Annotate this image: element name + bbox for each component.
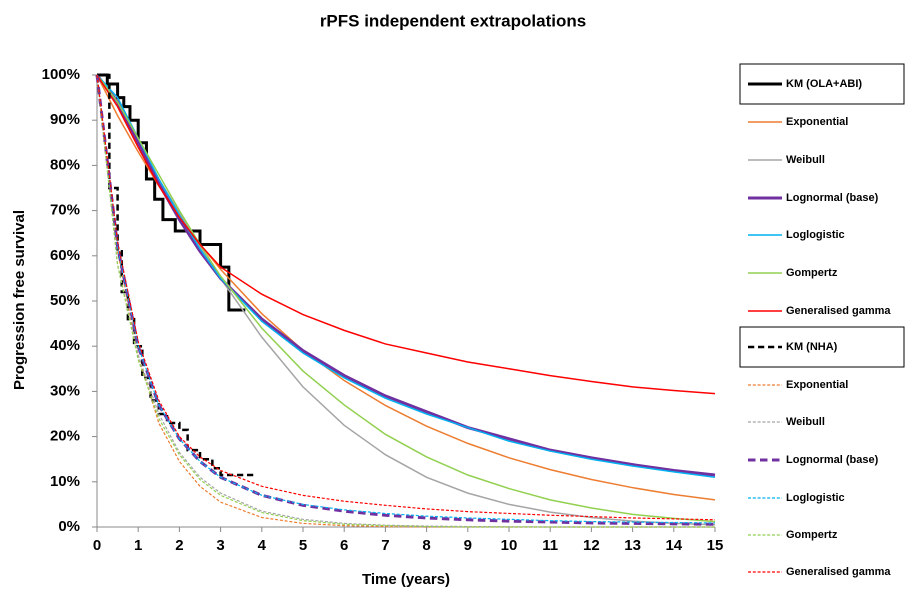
legend-box (739, 63, 905, 105)
x-tick-label: 3 (216, 537, 224, 554)
series-line (95, 74, 716, 526)
series-line (96, 74, 715, 528)
legend-label: Exponential (786, 116, 848, 128)
series-line (96, 74, 716, 521)
series-line (96, 74, 716, 479)
series-line (96, 74, 716, 526)
series-line (96, 74, 716, 523)
series-line (96, 74, 716, 395)
y-tick-label: 60% (50, 247, 80, 264)
y-tick-label: 30% (50, 382, 80, 399)
x-tick-label: 11 (542, 537, 558, 554)
legend-label: KM (NHA) (786, 341, 838, 353)
x-tick-label: 15 (707, 537, 724, 554)
legend-label: Weibull (786, 154, 825, 166)
y-tick-label: 20% (50, 428, 80, 445)
x-tick-label: 8 (422, 537, 430, 554)
x-tick-label: 10 (501, 537, 518, 554)
x-tick-label: 12 (583, 537, 600, 554)
legend-label: Loglogistic (786, 492, 845, 504)
x-tick-label: 4 (258, 537, 267, 554)
legend-box (739, 326, 905, 368)
series-line (96, 74, 715, 528)
legend-label: Gompertz (786, 267, 838, 279)
series-line (96, 74, 716, 524)
y-tick-label: 90% (50, 111, 80, 128)
x-tick-label: 1 (134, 537, 142, 554)
y-tick-label: 70% (50, 202, 80, 219)
y-tick-label: 100% (42, 66, 80, 83)
x-tick-label: 6 (340, 537, 348, 554)
series-line (96, 74, 716, 501)
x-tick-label: 14 (665, 537, 682, 554)
x-tick-label: 2 (175, 537, 183, 554)
legend-label: Exponential (786, 379, 848, 391)
x-tick-label: 0 (93, 537, 101, 554)
legend-label: Loglogistic (786, 229, 845, 241)
y-tick-label: 40% (50, 337, 80, 354)
series-line (97, 73, 246, 312)
legend-label: Gompertz (786, 529, 838, 541)
y-axis-title: Progression free survival (11, 210, 28, 390)
x-tick-label: 13 (624, 537, 641, 554)
series-line (96, 74, 715, 528)
x-tick-label: 9 (464, 537, 472, 554)
y-tick-label: 50% (50, 292, 80, 309)
legend-label: KM (OLA+ABI) (786, 78, 862, 90)
x-axis-title: Time (years) (362, 571, 450, 588)
legend-label: Generalised gamma (786, 566, 891, 578)
legend-label: Weibull (786, 416, 825, 428)
y-tick-label: 10% (50, 473, 80, 490)
legend-label: Lognormal (base) (786, 454, 879, 466)
y-tick-label: 80% (50, 156, 80, 173)
x-tick-label: 7 (381, 537, 389, 554)
legend-label: Lognormal (base) (786, 192, 879, 204)
series-line (95, 74, 716, 477)
legend-label: Generalised gamma (786, 305, 891, 317)
x-tick-label: 5 (299, 537, 307, 554)
chart-title: rPFS independent extrapolations (320, 11, 586, 30)
y-tick-label: 0% (58, 518, 80, 535)
